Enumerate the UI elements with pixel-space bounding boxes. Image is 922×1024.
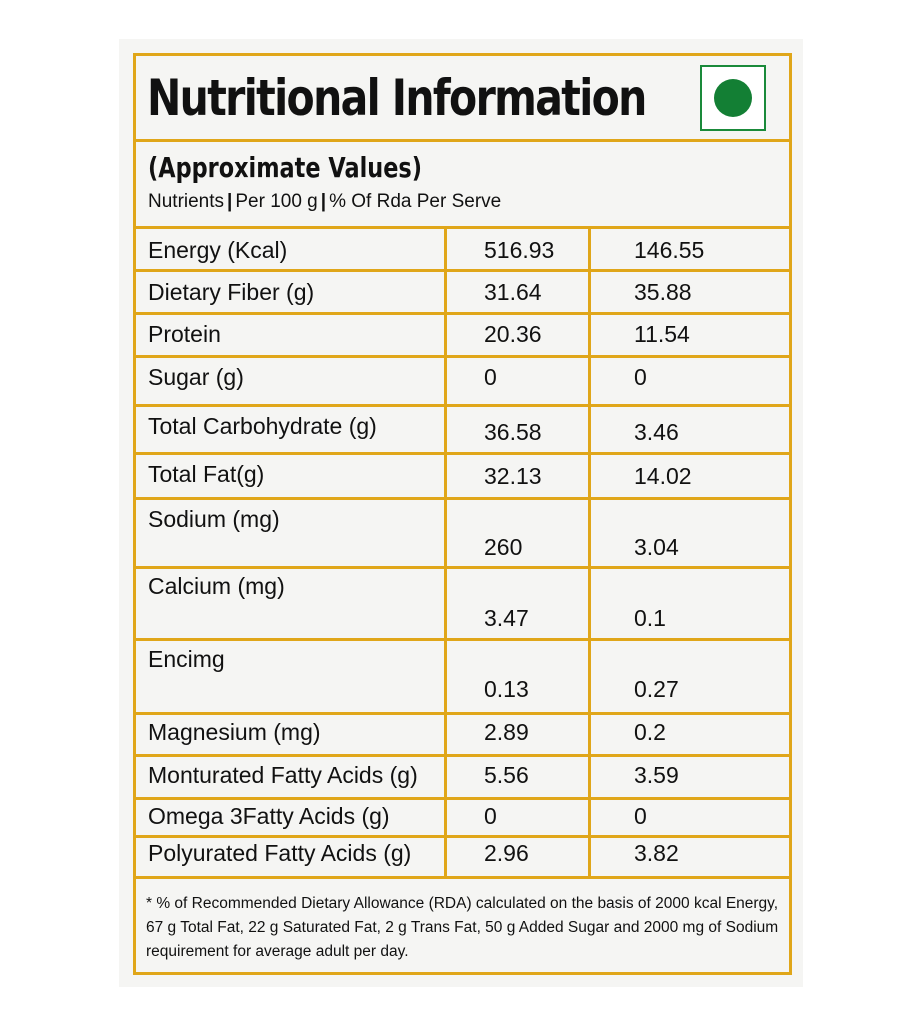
nutrient-name: Monturated Fatty Acids (g) bbox=[148, 762, 418, 788]
column-divider bbox=[588, 229, 591, 879]
rda-value: 0 bbox=[634, 803, 647, 829]
nutrient-name: Sodium (mg) bbox=[148, 506, 280, 532]
col-nutrients: Nutrients bbox=[148, 191, 225, 212]
nutrient-name: Protein bbox=[148, 321, 221, 347]
per-100g-value: 2.96 bbox=[484, 840, 529, 866]
per-100g-value: 260 bbox=[484, 534, 523, 560]
column-divider bbox=[444, 229, 447, 879]
table-row: Energy (Kcal) 516.93 146.55 bbox=[136, 229, 789, 272]
title-row: Nutritional Information bbox=[136, 56, 789, 142]
veg-dot-icon bbox=[714, 79, 752, 117]
per-100g-value: 32.13 bbox=[484, 463, 542, 489]
table-row: Calcium (mg) 3.47 0.1 bbox=[136, 569, 789, 641]
rda-value: 3.04 bbox=[634, 534, 679, 560]
col-per100: Per 100 g bbox=[235, 191, 318, 212]
rda-value: 3.59 bbox=[634, 762, 679, 788]
table-row: Encimg 0.13 0.27 bbox=[136, 641, 789, 715]
table-row: Sugar (g) 0 0 bbox=[136, 358, 789, 407]
table-row: Omega 3Fatty Acids (g) 0 0 bbox=[136, 800, 789, 838]
table-row: Monturated Fatty Acids (g) 5.56 3.59 bbox=[136, 757, 789, 800]
nutrient-name: Polyurated Fatty Acids (g) bbox=[148, 840, 412, 866]
table-row: Magnesium (mg) 2.89 0.2 bbox=[136, 715, 789, 757]
vegetarian-mark-icon bbox=[700, 65, 766, 131]
rda-value: 3.82 bbox=[634, 840, 679, 866]
table-row: Polyurated Fatty Acids (g) 2.96 3.82 bbox=[136, 838, 789, 879]
per-100g-value: 5.56 bbox=[484, 762, 529, 788]
per-100g-value: 3.47 bbox=[484, 605, 529, 631]
nutrition-panel: Nutritional Information (Approximate Val… bbox=[133, 53, 792, 975]
rda-value: 0.2 bbox=[634, 719, 666, 745]
per-100g-value: 31.64 bbox=[484, 279, 542, 305]
nutrient-name: Sugar (g) bbox=[148, 364, 244, 390]
table-row: Dietary Fiber (g) 31.64 35.88 bbox=[136, 272, 789, 315]
per-100g-value: 36.58 bbox=[484, 419, 542, 445]
footnote: * % of Recommended Dietary Allowance (RD… bbox=[146, 895, 779, 960]
nutrient-table: Energy (Kcal) 516.93 146.55 Dietary Fiber (… bbox=[136, 229, 789, 879]
per-100g-value: 0 bbox=[484, 364, 497, 390]
per-100g-value: 516.93 bbox=[484, 237, 555, 263]
nutrient-name: Dietary Fiber (g) bbox=[148, 279, 315, 305]
col-rda: % Of Rda Per Serve bbox=[329, 191, 502, 212]
table-row: Sodium (mg) 260 3.04 bbox=[136, 500, 789, 569]
nutrient-name: Total Carbohydrate (g) bbox=[148, 413, 377, 439]
rda-value: 35.88 bbox=[634, 279, 692, 305]
nutrient-name: Total Fat(g) bbox=[148, 461, 265, 487]
table-row: Total Carbohydrate (g) 36.58 3.46 bbox=[136, 407, 789, 455]
rda-value: 0.1 bbox=[634, 605, 666, 631]
per-100g-value: 2.89 bbox=[484, 719, 529, 745]
subtitle-row: (Approximate Values) Nutrients | Per 100 g… bbox=[136, 142, 789, 229]
rda-value: 14.02 bbox=[634, 463, 692, 489]
page-title: Nutritional Information bbox=[147, 69, 647, 127]
table-row: Protein 20.36 11.54 bbox=[136, 315, 789, 358]
rda-value: 3.46 bbox=[634, 419, 679, 445]
subtitle: (Approximate Values) bbox=[148, 151, 422, 184]
nutrient-name: Omega 3Fatty Acids (g) bbox=[148, 803, 390, 829]
col-separator: | bbox=[227, 191, 233, 212]
column-headers: Nutrients | Per 100 g |% Of Rda Per Serve bbox=[148, 190, 501, 214]
per-100g-value: 0.13 bbox=[484, 676, 529, 702]
nutrient-name: Encimg bbox=[148, 646, 225, 672]
nutrient-name: Energy (Kcal) bbox=[148, 237, 288, 263]
rda-value: 146.55 bbox=[634, 237, 705, 263]
per-100g-value: 20.36 bbox=[484, 321, 542, 347]
table-row: Total Fat(g) 32.13 14.02 bbox=[136, 455, 789, 500]
rda-value: 0.27 bbox=[634, 676, 679, 702]
rda-value: 0 bbox=[634, 364, 647, 390]
nutrient-name: Calcium (mg) bbox=[148, 573, 285, 599]
col-separator: | bbox=[320, 191, 327, 212]
nutrient-name: Magnesium (mg) bbox=[148, 719, 321, 745]
per-100g-value: 0 bbox=[484, 803, 497, 829]
rda-value: 11.54 bbox=[634, 321, 690, 347]
